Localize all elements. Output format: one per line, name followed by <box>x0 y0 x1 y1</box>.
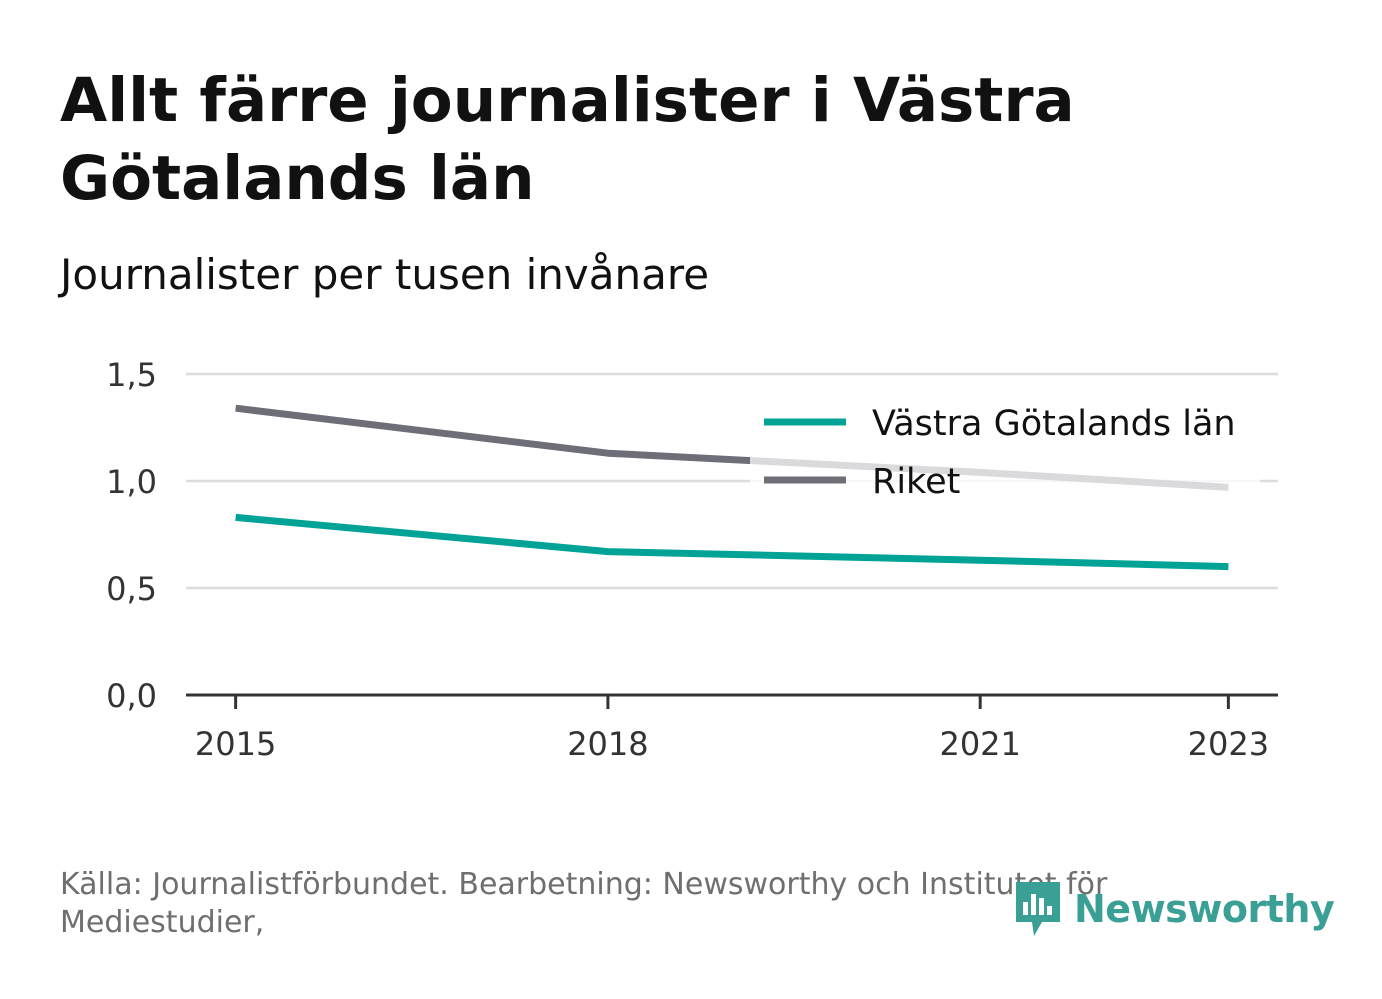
x-tick-label: 2023 <box>1188 725 1269 763</box>
brand-logo: Newsworthy <box>1012 878 1335 940</box>
legend-background <box>750 398 1260 502</box>
chart-title: Allt färre journalister i Västra Götalan… <box>60 65 1075 214</box>
x-tick-label: 2021 <box>939 725 1020 763</box>
brand-name: Newsworthy <box>1074 887 1335 931</box>
bar-chart-speech-bubble-icon <box>1016 882 1060 936</box>
y-tick-label: 1,5 <box>106 356 157 394</box>
y-tick-label: 0,5 <box>106 570 157 608</box>
series-line-vastra-gotaland <box>235 513 1229 571</box>
legend-label: Riket <box>872 462 960 502</box>
source-note: Källa: Journalistförbundet. Bearbetning:… <box>60 867 1108 940</box>
legend-label: Västra Götalands län <box>872 404 1236 444</box>
x-tick-label: 2015 <box>195 725 276 763</box>
x-tick-label: 2018 <box>567 725 648 763</box>
chart-subtitle: Journalister per tusen invånare <box>60 250 710 299</box>
y-tick-label: 0,0 <box>106 677 157 715</box>
y-tick-label: 1,0 <box>106 463 157 501</box>
